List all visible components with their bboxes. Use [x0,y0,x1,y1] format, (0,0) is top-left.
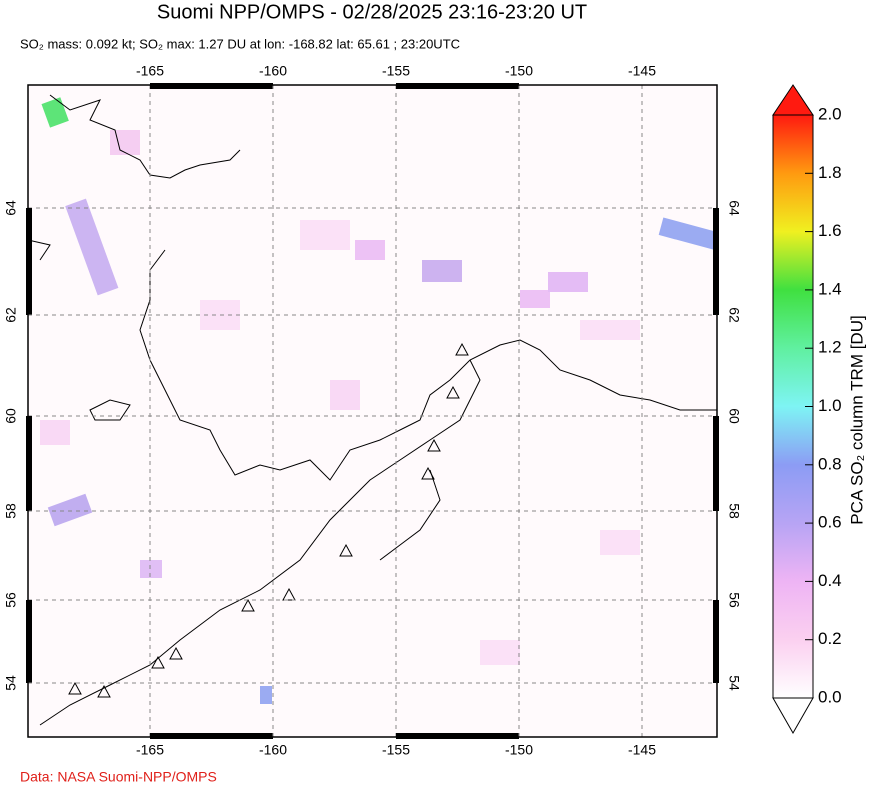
map-field [28,85,717,737]
frame-bar [396,83,519,89]
title: Suomi NPP/OMPS - 02/28/2025 23:16-23:20 … [157,1,587,23]
colorbar-tick-label: 1.0 [818,396,842,415]
lat-label: 60 [3,408,19,424]
lon-label: -165 [136,742,164,758]
frame-bar [713,208,719,315]
colorbar-tick-label: 2.0 [818,104,842,123]
lon-label: -160 [259,742,287,758]
lat-label: 62 [726,307,742,323]
subtitle: SO₂ mass: 0.092 kt; SO₂ max: 1.27 DU at … [20,36,460,51]
lat-label: 64 [3,200,19,216]
colorbar-tick-label: 0.4 [818,571,842,590]
colorbar-tick-label: 0.2 [818,629,842,648]
lat-label: 58 [726,503,742,519]
frame-bar [26,416,32,511]
graticule: -165 -165 -160 -160 -155 -155 -150 -150 -145 -145… [3,63,743,758]
colorbar-tick-label: 1.2 [818,338,842,357]
lon-label: -155 [382,63,410,79]
lon-label: -150 [505,742,533,758]
lat-label: 56 [726,592,742,608]
lon-label: -155 [382,742,410,758]
lon-label: -145 [628,742,656,758]
colorbar-label: PCA SO₂ column TRM [DU] [847,315,866,524]
lat-label: 58 [3,503,19,519]
frame-bar [713,600,719,683]
lat-label: 54 [3,675,19,691]
lat-label: 62 [3,307,19,323]
credit: Data: NASA Suomi-NPP/OMPS [20,769,217,785]
lat-label: 56 [3,592,19,608]
coastline [28,94,717,726]
colorbar-tick-label: 1.6 [818,221,842,240]
colorbar-tick-label: 1.8 [818,163,842,182]
lon-label: -160 [259,63,287,79]
lon-label: -150 [505,63,533,79]
lat-label: 60 [726,408,742,424]
frame-bar [26,600,32,683]
frame-bar [713,416,719,511]
lon-label: -145 [628,63,656,79]
colorbar-tick-label: 0.8 [818,454,842,473]
lat-label: 64 [726,200,742,216]
colorbar: PCA SO₂ column TRM [DU] 0.0 0.2 0.4 0.6 0.8 1… [772,84,866,735]
colorbar-tick-label: 0.0 [818,687,842,706]
frame-bar [396,733,519,739]
frame-bar [150,733,273,739]
lat-label: 54 [726,675,742,691]
colorbar-tick-label: 0.6 [818,513,842,532]
volcanoes [68,342,469,698]
lon-label: -165 [136,63,164,79]
frame-bar [150,83,273,89]
frame-bar [26,208,32,315]
map-frame [27,84,718,738]
colorbar-tick-label: 1.4 [818,279,842,298]
